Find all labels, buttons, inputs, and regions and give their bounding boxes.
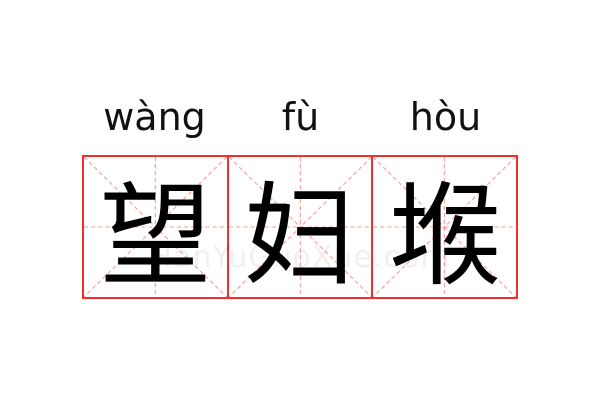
pinyin-2: fù <box>281 95 320 139</box>
pinyin-3: hòu <box>409 95 482 139</box>
watermark: HanYuGuoXue.com <box>149 240 451 275</box>
character-cell: 望 <box>84 157 229 302</box>
character-cell: 妇 <box>228 157 374 302</box>
guide-lines <box>228 157 372 297</box>
character: 堠 <box>388 172 501 302</box>
character-cell: 堠 <box>373 157 517 302</box>
character: 望 <box>99 172 212 302</box>
pinyin-1: wàng <box>103 95 206 139</box>
guide-lines <box>373 157 517 297</box>
character-grid: 望 妇 堠 <box>82 155 518 302</box>
guide-lines <box>84 157 227 297</box>
character: 妇 <box>244 172 356 302</box>
